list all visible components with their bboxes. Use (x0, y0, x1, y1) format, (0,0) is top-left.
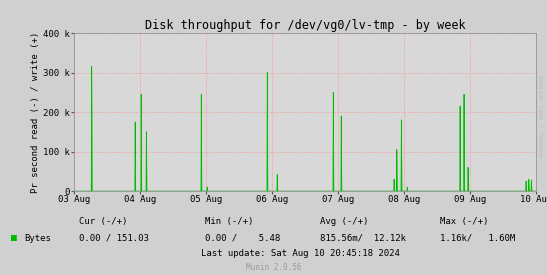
Text: 0.00 /    5.48: 0.00 / 5.48 (205, 234, 281, 243)
Title: Disk throughput for /dev/vg0/lv-tmp - by week: Disk throughput for /dev/vg0/lv-tmp - by… (144, 19, 465, 32)
Y-axis label: Pr second read (-) / write (+): Pr second read (-) / write (+) (31, 31, 40, 193)
Text: Min (-/+): Min (-/+) (205, 217, 253, 226)
Text: Max (-/+): Max (-/+) (440, 217, 488, 226)
Text: 1.16k/   1.60M: 1.16k/ 1.60M (440, 234, 516, 243)
Text: Bytes: Bytes (25, 234, 51, 243)
Text: RRDTOOL / TOBI OETIKER: RRDTOOL / TOBI OETIKER (539, 74, 544, 157)
Text: Munin 2.0.56: Munin 2.0.56 (246, 263, 301, 271)
Text: Avg (-/+): Avg (-/+) (320, 217, 368, 226)
Text: ■: ■ (11, 233, 17, 243)
Text: 815.56m/  12.12k: 815.56m/ 12.12k (320, 234, 406, 243)
Text: Cur (-/+): Cur (-/+) (79, 217, 127, 226)
Text: 0.00 / 151.03: 0.00 / 151.03 (79, 234, 149, 243)
Text: Last update: Sat Aug 10 20:45:18 2024: Last update: Sat Aug 10 20:45:18 2024 (201, 249, 400, 258)
